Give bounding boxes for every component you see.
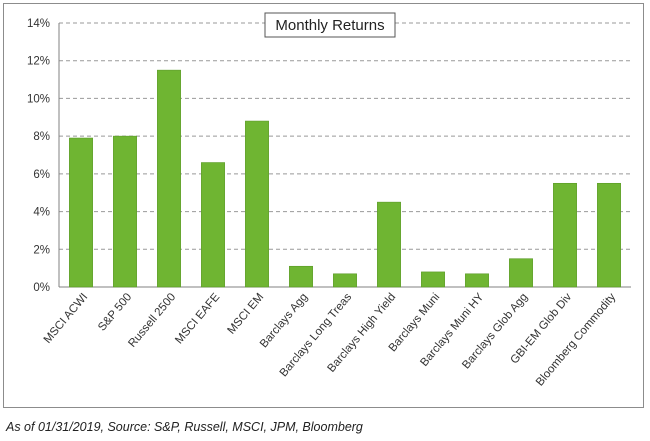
bar <box>201 162 225 288</box>
x-tick-label: Bloomberg Commodity <box>534 291 619 389</box>
bar <box>553 182 577 288</box>
bar <box>421 271 445 288</box>
y-tick-label: 10% <box>27 93 50 105</box>
source-footnote: As of 01/31/2019, Source: S&P, Russell, … <box>6 420 363 434</box>
y-tick-label: 0% <box>33 282 50 294</box>
y-tick-label: 14% <box>27 18 50 30</box>
y-tick-label: 12% <box>27 56 50 68</box>
bar <box>377 201 401 288</box>
chart-title: Monthly Returns <box>275 17 384 34</box>
x-tick-label: MSCI ACWI <box>42 291 91 346</box>
bar <box>157 69 181 288</box>
bar <box>113 135 137 288</box>
bar <box>289 265 313 288</box>
bar <box>597 182 621 288</box>
y-tick-label: 2% <box>33 244 50 256</box>
bar <box>509 258 533 288</box>
bar <box>333 273 357 288</box>
x-tick-label: Russell 2500 <box>126 291 178 350</box>
bar <box>465 273 489 288</box>
monthly-returns-chart: 0% 2% 4% 6% 8% 10% 12% 14% MSCI ACWI S&P 500Russe… <box>27 12 631 389</box>
chart-frame: 0% 2% 4% 6% 8% 10% 12% 14% MSCI ACWI S&P 500 Russe… <box>3 3 644 408</box>
x-tick-label: MSCI EAFE <box>173 291 222 346</box>
x-tick-label: MSCI EM <box>225 291 266 336</box>
x-tick-label: S&P 500 <box>96 291 134 333</box>
bar <box>69 137 93 288</box>
y-tick-label: 8% <box>33 131 50 143</box>
bar <box>245 120 269 288</box>
y-tick-label: 4% <box>33 207 50 219</box>
y-tick-label: 6% <box>33 169 50 181</box>
chart-title-box <box>264 12 396 38</box>
